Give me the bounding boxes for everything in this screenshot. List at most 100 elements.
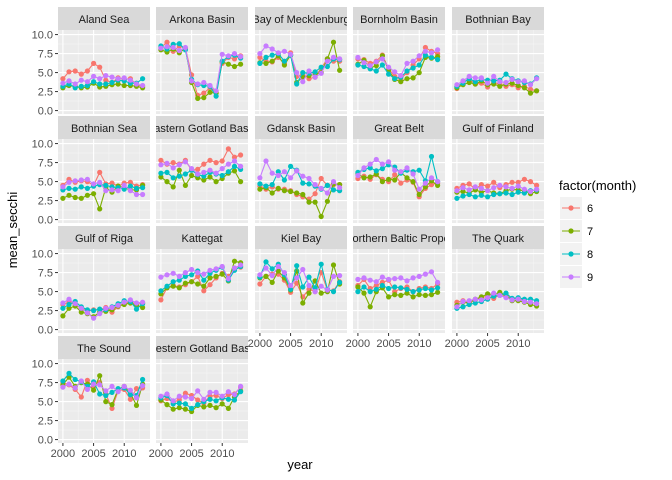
- data-point-month-9: [503, 295, 509, 301]
- data-point-month-6: [103, 77, 109, 83]
- data-point-month-9: [97, 382, 103, 388]
- data-point-month-9: [294, 168, 300, 174]
- data-point-month-9: [515, 183, 521, 189]
- data-point-month-7: [428, 292, 435, 298]
- data-point-month-8: [379, 166, 385, 172]
- data-point-month-8: [182, 401, 188, 407]
- data-point-month-9: [379, 56, 385, 62]
- data-point-month-7: [182, 280, 188, 286]
- y-tick-label: 7.5: [38, 158, 53, 170]
- data-point-month-6: [84, 377, 90, 383]
- data-point-month-8: [392, 284, 398, 290]
- data-point-month-8: [103, 392, 109, 399]
- data-point-month-7: [170, 406, 176, 412]
- data-point-month-7: [355, 284, 361, 290]
- data-point-month-8: [182, 171, 188, 177]
- data-point-month-6: [127, 396, 133, 402]
- data-point-month-8: [189, 272, 195, 278]
- data-point-month-9: [84, 386, 90, 392]
- data-point-month-9: [300, 173, 306, 179]
- data-point-month-7: [330, 262, 337, 268]
- data-point-month-8: [281, 177, 287, 183]
- legend-label: 9: [587, 272, 593, 284]
- facet-strip: [353, 7, 445, 30]
- data-point-month-8: [466, 191, 472, 198]
- data-point-month-9: [386, 276, 392, 282]
- facet-strip: [58, 226, 150, 249]
- data-point-month-6: [170, 160, 176, 166]
- data-point-month-8: [294, 81, 300, 87]
- data-point-month-6: [312, 191, 318, 197]
- data-point-month-6: [231, 154, 238, 160]
- data-point-month-8: [379, 62, 385, 68]
- data-point-month-9: [428, 50, 435, 56]
- y-tick-label: 2.5: [38, 196, 53, 208]
- data-point-month-9: [72, 301, 78, 307]
- data-point-month-9: [312, 74, 318, 80]
- x-tick-label: 2005: [278, 338, 302, 350]
- data-point-month-8: [207, 396, 213, 402]
- data-point-month-9: [503, 79, 509, 86]
- data-point-month-9: [466, 187, 472, 193]
- data-point-month-9: [472, 296, 478, 302]
- data-point-month-8: [140, 185, 146, 191]
- data-point-month-9: [140, 82, 146, 89]
- data-point-month-9: [231, 265, 238, 271]
- data-point-month-7: [416, 292, 422, 298]
- data-point-month-9: [201, 169, 207, 175]
- data-point-month-8: [288, 163, 294, 169]
- x-tick-label: 2000: [149, 448, 173, 460]
- data-point-month-8: [503, 190, 509, 196]
- data-point-month-7: [176, 285, 182, 291]
- data-point-month-8: [201, 173, 207, 179]
- data-point-month-7: [416, 70, 422, 76]
- facet-title: The Sound: [77, 343, 131, 355]
- data-point-month-8: [466, 301, 472, 308]
- data-point-month-8: [422, 285, 428, 292]
- data-point-month-7: [269, 58, 275, 64]
- data-point-month-8: [231, 397, 238, 403]
- data-point-month-7: [213, 273, 219, 279]
- data-point-month-8: [361, 63, 367, 70]
- y-tick-label: 0.0: [38, 106, 53, 118]
- data-point-month-9: [103, 188, 109, 194]
- data-point-month-9: [115, 188, 121, 194]
- y-tick-label: 0.0: [38, 325, 53, 337]
- data-point-month-9: [300, 79, 306, 85]
- data-point-month-8: [263, 259, 269, 265]
- facet-title: Arkona Basin: [169, 14, 234, 26]
- data-point-month-7: [158, 174, 164, 180]
- data-point-month-9: [428, 175, 435, 181]
- data-point-month-9: [176, 47, 182, 54]
- data-point-month-9: [491, 290, 497, 296]
- data-point-month-9: [379, 274, 385, 280]
- facet-strip: [156, 7, 248, 30]
- data-point-month-9: [140, 383, 146, 389]
- facet-title: Great Belt: [374, 123, 424, 135]
- data-point-month-9: [410, 58, 416, 64]
- facet-panel: Aland Sea 0.0 2.5 5.0 7.5 10.0: [32, 7, 150, 118]
- data-point-month-7: [207, 275, 213, 281]
- data-point-month-8: [84, 82, 90, 89]
- data-point-month-9: [337, 56, 343, 62]
- x-tick-label: 2000: [445, 338, 469, 350]
- data-point-month-9: [189, 395, 195, 402]
- data-point-month-9: [213, 389, 219, 395]
- data-point-month-9: [176, 393, 182, 399]
- data-point-month-7: [275, 268, 281, 274]
- data-point-month-9: [115, 76, 121, 82]
- data-point-month-9: [182, 44, 188, 51]
- data-point-month-9: [182, 159, 188, 165]
- data-point-month-9: [109, 383, 115, 389]
- data-point-month-6: [91, 60, 97, 66]
- data-point-month-8: [472, 300, 478, 306]
- data-point-month-9: [367, 63, 373, 69]
- data-point-month-7: [182, 406, 188, 412]
- data-point-month-7: [257, 186, 263, 192]
- x-tick-label: 2010: [112, 448, 136, 460]
- data-point-month-6: [97, 64, 103, 70]
- data-point-month-9: [127, 77, 133, 83]
- data-point-month-8: [164, 283, 170, 289]
- data-point-month-9: [416, 273, 422, 279]
- y-tick-label: 10.0: [32, 249, 53, 261]
